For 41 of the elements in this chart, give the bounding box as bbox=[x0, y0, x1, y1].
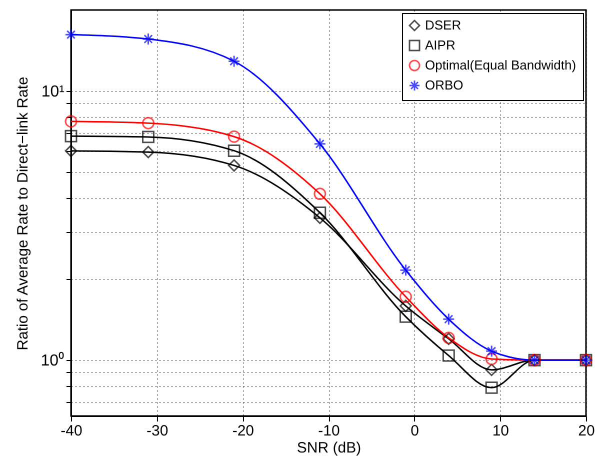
point bbox=[228, 55, 240, 68]
point bbox=[400, 310, 412, 323]
point bbox=[442, 349, 455, 362]
x-tick-label: 20 bbox=[578, 422, 595, 440]
point bbox=[485, 381, 498, 394]
y-tick-label: 10⁰ bbox=[40, 352, 64, 370]
x-tick-label: 0 bbox=[410, 422, 420, 440]
x-tick-label: -20 bbox=[232, 422, 254, 440]
point bbox=[442, 312, 455, 326]
point bbox=[485, 352, 498, 366]
x-axis-title: SNR (dB) bbox=[296, 440, 362, 456]
x-tick-label: 10 bbox=[492, 422, 510, 440]
legend-label: AIPR bbox=[425, 38, 456, 52]
point bbox=[64, 144, 78, 158]
legend-label: ORBO bbox=[425, 78, 464, 92]
point bbox=[228, 130, 240, 143]
point bbox=[228, 159, 240, 172]
point bbox=[485, 364, 498, 376]
point bbox=[142, 146, 154, 158]
point bbox=[400, 300, 412, 312]
x-tick-label: -30 bbox=[146, 422, 168, 440]
point bbox=[64, 28, 78, 41]
x-tick-label: -40 bbox=[60, 422, 82, 440]
point bbox=[228, 144, 240, 157]
point bbox=[142, 116, 154, 130]
point bbox=[142, 130, 154, 144]
point bbox=[314, 212, 326, 224]
point bbox=[64, 130, 78, 142]
y-axis-title: Ratio of Average Rate to Direct−link Rate bbox=[14, 76, 32, 350]
legend-label: DSER bbox=[425, 18, 462, 32]
point bbox=[314, 138, 326, 150]
y-tick-label: 10¹ bbox=[41, 84, 64, 101]
x-tick-label: -10 bbox=[318, 422, 340, 440]
point bbox=[142, 32, 154, 46]
point bbox=[64, 115, 78, 128]
point bbox=[485, 344, 498, 358]
legend-label: Optimal(Equal Bandwidth) bbox=[425, 58, 576, 72]
point bbox=[314, 206, 326, 219]
point bbox=[314, 188, 326, 200]
point bbox=[400, 290, 412, 303]
point bbox=[400, 264, 412, 276]
